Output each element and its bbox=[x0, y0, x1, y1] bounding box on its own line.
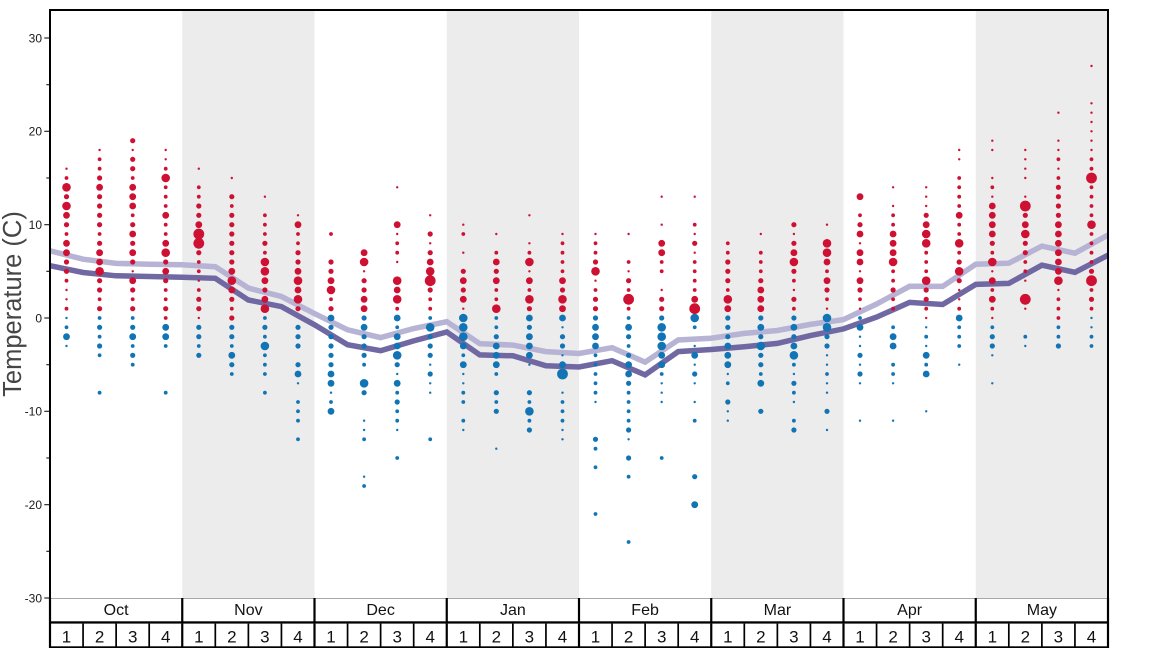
svg-text:1: 1 bbox=[194, 628, 203, 647]
svg-text:1: 1 bbox=[459, 628, 468, 647]
svg-text:3: 3 bbox=[260, 628, 269, 647]
svg-text:4: 4 bbox=[293, 628, 302, 647]
svg-text:4: 4 bbox=[822, 628, 831, 647]
svg-text:4: 4 bbox=[558, 628, 567, 647]
svg-text:Nov: Nov bbox=[234, 602, 262, 619]
svg-text:20: 20 bbox=[29, 125, 43, 139]
svg-text:4: 4 bbox=[425, 628, 434, 647]
svg-text:4: 4 bbox=[1087, 628, 1096, 647]
svg-text:4: 4 bbox=[161, 628, 170, 647]
svg-text:2: 2 bbox=[888, 628, 897, 647]
svg-text:3: 3 bbox=[128, 628, 137, 647]
svg-text:10: 10 bbox=[29, 218, 43, 232]
svg-text:2: 2 bbox=[95, 628, 104, 647]
svg-text:1: 1 bbox=[855, 628, 864, 647]
svg-text:Dec: Dec bbox=[366, 602, 394, 619]
svg-text:Apr: Apr bbox=[897, 602, 923, 619]
svg-text:Mar: Mar bbox=[764, 602, 792, 619]
svg-text:30: 30 bbox=[29, 31, 43, 45]
svg-text:4: 4 bbox=[954, 628, 963, 647]
svg-text:Jan: Jan bbox=[500, 602, 526, 619]
svg-text:1: 1 bbox=[326, 628, 335, 647]
svg-text:Feb: Feb bbox=[631, 602, 659, 619]
svg-text:3: 3 bbox=[921, 628, 930, 647]
svg-text:2: 2 bbox=[227, 628, 236, 647]
svg-text:2: 2 bbox=[359, 628, 368, 647]
svg-text:2: 2 bbox=[756, 628, 765, 647]
svg-text:-30: -30 bbox=[25, 591, 43, 605]
svg-text:1: 1 bbox=[62, 628, 71, 647]
svg-text:Oct: Oct bbox=[104, 602, 129, 619]
svg-text:1: 1 bbox=[988, 628, 997, 647]
svg-text:2: 2 bbox=[1021, 628, 1030, 647]
svg-text:3: 3 bbox=[392, 628, 401, 647]
svg-text:-20: -20 bbox=[25, 498, 43, 512]
svg-text:3: 3 bbox=[657, 628, 666, 647]
svg-text:3: 3 bbox=[1054, 628, 1063, 647]
svg-text:1: 1 bbox=[723, 628, 732, 647]
svg-text:3: 3 bbox=[525, 628, 534, 647]
svg-text:2: 2 bbox=[492, 628, 501, 647]
svg-text:2: 2 bbox=[624, 628, 633, 647]
svg-text:1: 1 bbox=[591, 628, 600, 647]
svg-text:-10: -10 bbox=[25, 405, 43, 419]
svg-text:4: 4 bbox=[690, 628, 699, 647]
svg-text:May: May bbox=[1027, 602, 1057, 619]
svg-text:0: 0 bbox=[35, 311, 42, 325]
svg-text:3: 3 bbox=[789, 628, 798, 647]
svg-text:Temperature (C): Temperature (C) bbox=[0, 211, 27, 397]
